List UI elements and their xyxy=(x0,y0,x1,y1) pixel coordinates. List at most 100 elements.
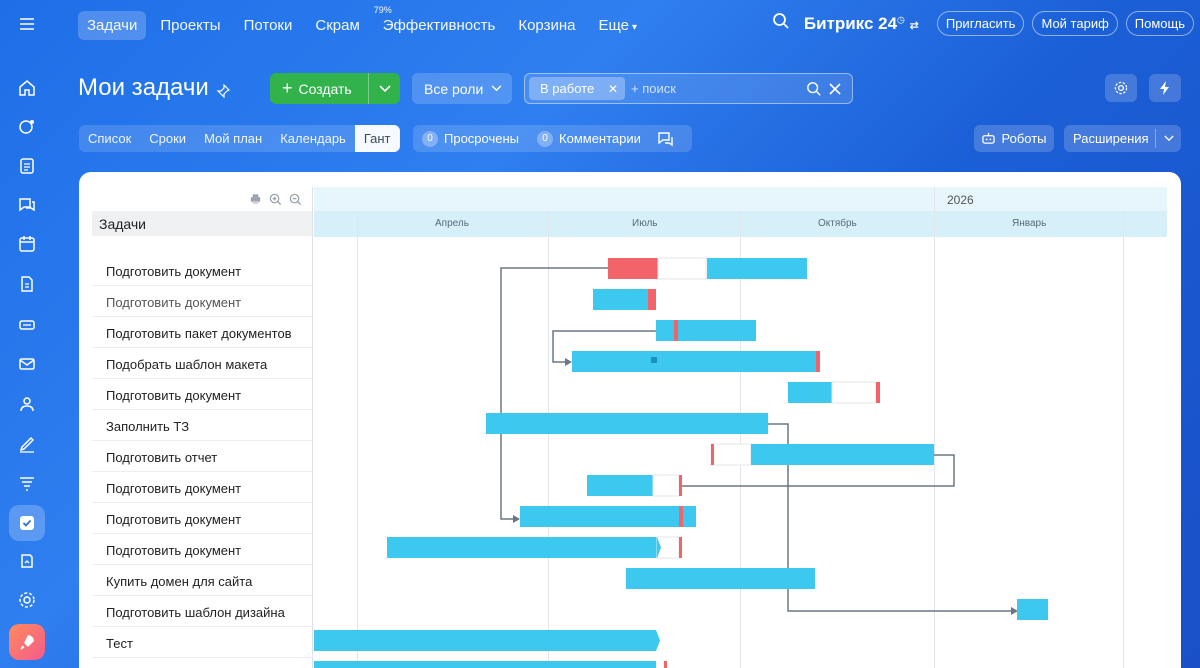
nav-tasks-label: Задачи xyxy=(87,16,138,34)
documents-icon[interactable] xyxy=(9,148,45,184)
tab-deadlines[interactable]: Сроки xyxy=(149,131,187,146)
nav-projects-label: Проекты xyxy=(160,16,221,34)
create-button[interactable]: + Создать xyxy=(270,73,400,104)
task-row[interactable]: Подготовить документ xyxy=(92,255,312,286)
task-row[interactable]: Подготовить отчет xyxy=(92,441,312,472)
task-row[interactable]: Подготовить шаблон дизайна xyxy=(92,596,312,627)
chat-read-icon[interactable] xyxy=(657,131,675,147)
extensions-dropdown[interactable] xyxy=(1155,129,1181,148)
task-row[interactable]: Подобрать шаблон макета xyxy=(92,348,312,379)
top-nav: Задачи Проекты Потоки Скрам 79% Эффектив… xyxy=(78,5,651,40)
print-icon[interactable] xyxy=(249,193,262,205)
zoom-out-icon[interactable] xyxy=(289,193,302,206)
task-bar[interactable] xyxy=(626,568,815,589)
tab-my-plan[interactable]: Мой план xyxy=(204,131,263,146)
menu-icon[interactable] xyxy=(9,6,45,42)
task-bar-empty[interactable] xyxy=(831,381,877,404)
grid-line xyxy=(740,211,741,668)
robots-button[interactable]: Роботы xyxy=(974,125,1054,152)
task-row[interactable]: Подготовить документ xyxy=(92,379,312,410)
nav-scrum[interactable]: Скрам xyxy=(306,11,368,40)
pin-icon[interactable] xyxy=(216,83,231,103)
nav-flows[interactable]: Потоки xyxy=(235,11,302,40)
bar-tip[interactable] xyxy=(656,630,660,651)
invite-button[interactable]: Пригласить xyxy=(936,11,1025,36)
nav-scrum-label: Скрам xyxy=(315,16,360,34)
task-search[interactable]: В работе ✕ + поиск xyxy=(524,73,853,104)
task-bar[interactable] xyxy=(314,630,656,651)
task-bar-empty[interactable] xyxy=(657,257,707,280)
nav-tasks[interactable]: Задачи xyxy=(78,10,147,40)
chat-icon[interactable] xyxy=(9,187,45,223)
nav-projects[interactable]: Проекты xyxy=(151,11,229,40)
filter-chip-in-progress[interactable]: В работе ✕ xyxy=(529,77,625,100)
task-bar[interactable] xyxy=(656,320,756,341)
task-bar[interactable] xyxy=(1017,599,1048,620)
task-row[interactable]: Купить домен для сайта xyxy=(92,565,312,596)
create-dropdown[interactable] xyxy=(368,73,400,104)
extensions-label: Расширения xyxy=(1073,131,1149,146)
task-bar[interactable] xyxy=(314,661,656,668)
task-bar[interactable] xyxy=(587,475,653,496)
roles-label: Все роли xyxy=(424,80,484,97)
tariff-button[interactable]: Мой тариф xyxy=(1032,11,1118,36)
overdue-counter[interactable]: 0 Просрочены xyxy=(422,130,519,147)
calendar-icon[interactable] xyxy=(9,226,45,262)
comments-counter[interactable]: 0 Комментарии xyxy=(537,130,641,147)
gantt-chart xyxy=(314,257,1048,668)
task-row[interactable]: Подготовить документ xyxy=(92,472,312,503)
task-bar[interactable] xyxy=(486,413,768,434)
clear-icon[interactable] xyxy=(828,81,842,97)
crm-icon[interactable] xyxy=(9,306,45,342)
task-row[interactable]: Заполнить ТЗ xyxy=(92,410,312,441)
bar-tip[interactable] xyxy=(657,537,661,558)
task-bar[interactable] xyxy=(387,537,657,558)
disk-icon[interactable] xyxy=(9,266,45,302)
settings-button[interactable] xyxy=(1105,74,1137,102)
rocket-icon[interactable] xyxy=(9,624,45,660)
task-bar[interactable] xyxy=(751,444,934,465)
task-row[interactable]: Подготовить документ xyxy=(92,534,312,565)
employees-icon[interactable] xyxy=(9,386,45,422)
task-row[interactable]: Тест xyxy=(92,627,312,658)
tab-calendar[interactable]: Календарь xyxy=(280,131,346,146)
nav-more[interactable]: Еще ▾ xyxy=(589,11,646,40)
task-row[interactable]: Подготовить документ xyxy=(92,503,312,534)
task-bar-empty[interactable] xyxy=(652,474,680,497)
tab-gantt[interactable]: Гант xyxy=(354,125,400,152)
roles-dropdown[interactable]: Все роли xyxy=(412,73,512,104)
automation-button[interactable] xyxy=(1149,74,1181,102)
switch-icon[interactable]: ⇄ xyxy=(909,19,919,32)
reports-icon[interactable] xyxy=(9,543,45,579)
mail-icon[interactable] xyxy=(9,346,45,382)
task-row[interactable]: Подготовить документ xyxy=(92,286,312,317)
dependency-arrow xyxy=(1011,607,1018,615)
search-icon[interactable] xyxy=(806,81,822,97)
home-icon[interactable] xyxy=(9,70,45,106)
zoom-in-icon[interactable] xyxy=(269,193,282,206)
search-icon[interactable] xyxy=(772,12,790,35)
task-bar-empty[interactable] xyxy=(710,443,752,466)
counters-bar: 0 Просрочены 0 Комментарии xyxy=(413,125,692,152)
feed-icon[interactable] xyxy=(9,109,45,145)
nav-trash[interactable]: Корзина xyxy=(509,11,584,40)
funnel-icon[interactable] xyxy=(9,465,45,501)
task-bar-overdue[interactable] xyxy=(612,258,658,279)
overdue-mark xyxy=(608,258,612,279)
nav-efficiency[interactable]: 79% Эффективность xyxy=(374,5,505,40)
task-bar[interactable] xyxy=(520,506,696,527)
sign-icon[interactable] xyxy=(9,426,45,462)
task-bar[interactable] xyxy=(707,258,807,279)
task-row[interactable]: Подготовить пакет документов xyxy=(92,317,312,348)
close-icon[interactable]: ✕ xyxy=(607,81,618,96)
settings-icon[interactable] xyxy=(9,582,45,618)
task-bar[interactable] xyxy=(788,382,832,403)
tab-list[interactable]: Список xyxy=(88,131,132,146)
search-input[interactable]: + поиск xyxy=(631,81,676,96)
task-bar[interactable] xyxy=(593,289,648,310)
clock-icon: ◷ xyxy=(897,13,905,24)
extensions-button[interactable]: Расширения xyxy=(1064,125,1181,152)
tasks-icon[interactable] xyxy=(9,505,45,541)
help-button[interactable]: Помощь xyxy=(1125,11,1194,36)
task-bar[interactable] xyxy=(572,351,816,372)
